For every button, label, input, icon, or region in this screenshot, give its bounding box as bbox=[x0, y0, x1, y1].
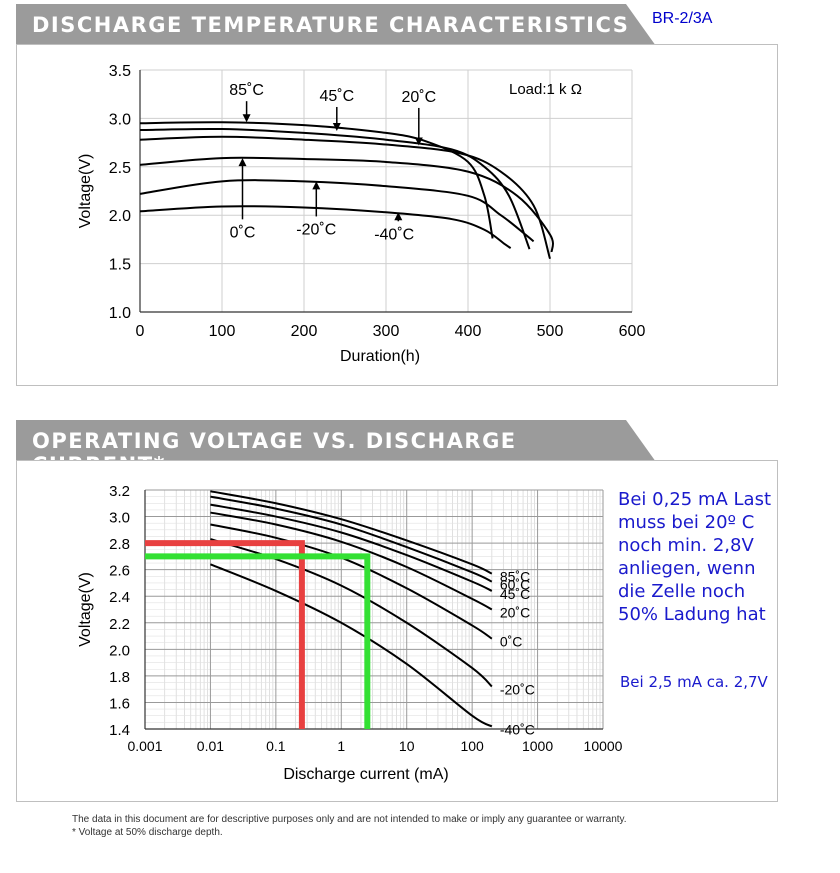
chart2-xtick-label: 1 bbox=[337, 738, 345, 754]
chart1-ytick-label: 2.5 bbox=[109, 160, 131, 177]
annotation-note-2-5ma: Bei 2,5 mA ca. 2,7V bbox=[620, 673, 768, 691]
chart2-series-line bbox=[210, 511, 493, 611]
chart2-series-label: 45˚C bbox=[500, 586, 530, 602]
chart2-y-axis-title: Voltage(V) bbox=[77, 572, 94, 647]
chart2-xtick-label: 10000 bbox=[584, 738, 623, 754]
chart1-temperature-label: -40˚C bbox=[374, 226, 414, 243]
model-label: BR-2/3A bbox=[652, 10, 713, 27]
chart2-series-label: 60˚C bbox=[500, 577, 530, 593]
chart-panel-operating-voltage bbox=[16, 460, 778, 802]
chart2-xtick-label: 0.1 bbox=[266, 738, 286, 754]
chart1-xtick-label: 100 bbox=[209, 323, 236, 340]
chart1-arrow-head bbox=[394, 212, 403, 221]
chart2-ytick-label: 1.8 bbox=[109, 669, 130, 686]
asterisk-footnote: * Voltage at 50% discharge depth. bbox=[72, 827, 223, 838]
chart2-series-label: -20˚C bbox=[500, 682, 535, 698]
chart1-ytick-label: 2.0 bbox=[109, 208, 131, 225]
annotation-note-0-25ma: Bei 0,25 mA Last muss bei 20º C noch min… bbox=[618, 489, 772, 625]
chart2-guide-line bbox=[145, 553, 371, 729]
chart2-xtick-label: 10 bbox=[399, 738, 415, 754]
chart2-guide-line bbox=[145, 540, 305, 729]
section-banner-operating-voltage: OPERATING VOLTAGE VS. DISCHARGE CURRENT* bbox=[16, 420, 656, 462]
chart1-load-label: Load:1 k Ω bbox=[509, 81, 582, 98]
disclaimer-footnote: The data in this document are for descri… bbox=[72, 814, 627, 825]
chart2-xtick-label: 100 bbox=[460, 738, 484, 754]
chart1-arrow-head bbox=[242, 114, 251, 123]
chart1-xtick-label: 200 bbox=[291, 323, 318, 340]
chart2-ytick-label: 3.0 bbox=[109, 510, 130, 527]
chart2-ytick-label: 2.4 bbox=[109, 589, 130, 606]
chart1-xtick-label: 300 bbox=[373, 323, 400, 340]
chart2-x-axis-title: Discharge current (mA) bbox=[283, 766, 448, 783]
section-banner-discharge-temperature: DISCHARGE TEMPERATURE CHARACTERISTICS bbox=[16, 4, 656, 46]
chart1-xtick-label: 0 bbox=[136, 323, 145, 340]
chart1-arrow-head bbox=[238, 158, 247, 167]
chart1-temperature-label: 45˚C bbox=[319, 88, 354, 105]
chart2-series-line bbox=[210, 563, 493, 728]
chart1-arrow-head bbox=[414, 137, 423, 146]
chart2-ytick-label: 3.2 bbox=[109, 483, 130, 500]
chart1-x-axis-title: Duration(h) bbox=[340, 348, 420, 365]
chart2-ytick-label: 2.2 bbox=[109, 616, 130, 633]
chart1-ytick-label: 1.0 bbox=[109, 305, 131, 322]
section-title: OPERATING VOLTAGE VS. DISCHARGE CURRENT* bbox=[32, 429, 517, 453]
chart1-series-line bbox=[139, 135, 551, 260]
chart1-temperature-label: 20˚C bbox=[401, 89, 436, 106]
chart2-series-label: 20˚C bbox=[500, 605, 530, 621]
chart1-ytick-label: 1.5 bbox=[109, 257, 131, 274]
chart2-series-label: 85˚C bbox=[500, 569, 530, 585]
chart2-ytick-label: 1.4 bbox=[109, 722, 130, 739]
chart1-y-axis-title: Voltage(V) bbox=[77, 154, 94, 229]
chart2-ytick-label: 1.6 bbox=[109, 695, 130, 712]
chart1-ytick-label: 3.5 bbox=[109, 63, 131, 80]
chart2-series-label: 0˚C bbox=[500, 634, 523, 650]
chart1-series-line bbox=[139, 179, 535, 243]
chart1-temperature-label: 85˚C bbox=[229, 82, 264, 99]
chart1-arrow-head bbox=[312, 181, 321, 190]
chart2-ytick-label: 2.8 bbox=[109, 536, 130, 553]
chart1-xtick-label: 400 bbox=[455, 323, 482, 340]
section-title: DISCHARGE TEMPERATURE CHARACTERISTICS bbox=[32, 13, 630, 37]
chart2-xtick-label: 1000 bbox=[522, 738, 553, 754]
chart1-series-line bbox=[139, 156, 554, 253]
chart2-series-line bbox=[210, 495, 493, 583]
chart2-series-line bbox=[210, 503, 493, 592]
chart2-series-line bbox=[210, 490, 493, 575]
chart1-ytick-label: 3.0 bbox=[109, 111, 131, 128]
chart1-xtick-label: 600 bbox=[619, 323, 646, 340]
chart1-xtick-label: 500 bbox=[537, 323, 564, 340]
chart2-ytick-label: 2.6 bbox=[109, 563, 130, 580]
chart1-temperature-label: -20˚C bbox=[296, 221, 336, 238]
chart2-xtick-label: 0.001 bbox=[127, 738, 162, 754]
chart1-arrow-head bbox=[332, 122, 341, 131]
chart2-xtick-label: 0.01 bbox=[197, 738, 224, 754]
chart2-series-label: -40˚C bbox=[500, 721, 535, 737]
chart2-series-line bbox=[210, 523, 493, 640]
chart1-temperature-label: 0˚C bbox=[230, 224, 256, 241]
chart1-series-line bbox=[139, 121, 494, 239]
chart2-ytick-label: 2.0 bbox=[109, 642, 130, 659]
